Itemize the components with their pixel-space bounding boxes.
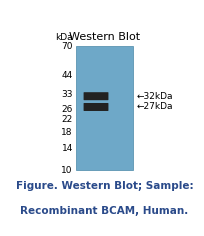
Text: 26: 26 <box>62 105 73 114</box>
Text: 44: 44 <box>62 72 73 80</box>
Bar <box>76 46 133 170</box>
Text: Figure. Western Blot; Sample:: Figure. Western Blot; Sample: <box>16 181 193 191</box>
Text: Western Blot: Western Blot <box>69 32 140 42</box>
Text: 70: 70 <box>61 42 73 51</box>
Text: kDa: kDa <box>55 33 73 42</box>
FancyBboxPatch shape <box>84 92 109 100</box>
Text: Recombinant BCAM, Human.: Recombinant BCAM, Human. <box>20 206 189 216</box>
Text: ←32kDa: ←32kDa <box>136 92 173 101</box>
Text: 14: 14 <box>62 144 73 153</box>
Text: 33: 33 <box>61 90 73 99</box>
Text: 10: 10 <box>61 166 73 175</box>
Text: 18: 18 <box>61 128 73 137</box>
Text: 22: 22 <box>62 115 73 125</box>
Text: ←27kDa: ←27kDa <box>136 102 173 111</box>
FancyBboxPatch shape <box>84 103 109 111</box>
